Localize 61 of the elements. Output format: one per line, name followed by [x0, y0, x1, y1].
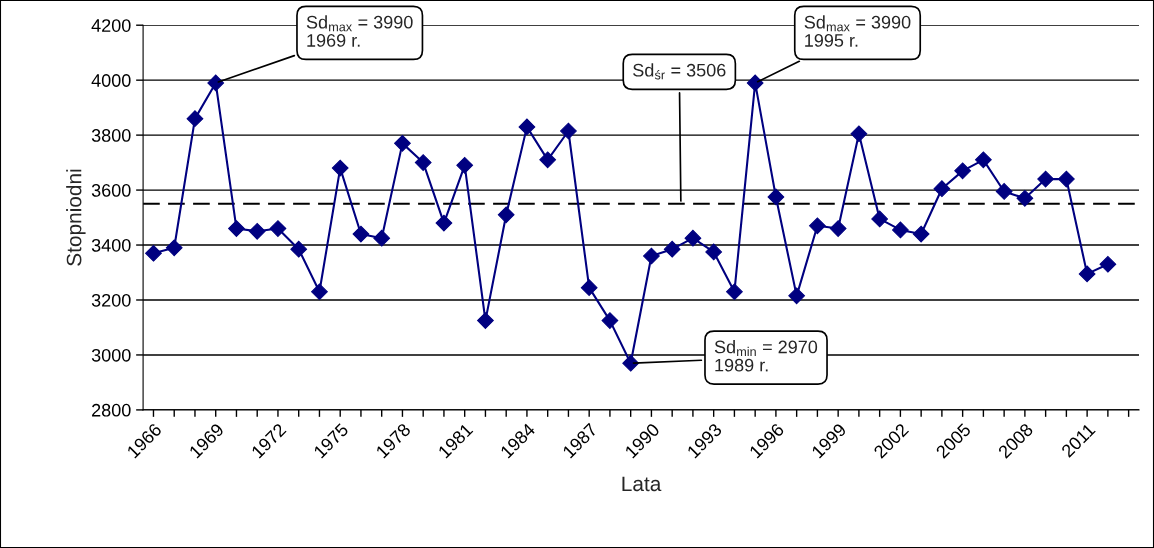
annotation: Sd$_{max}$ = 3990 1969 r. — [306, 15, 413, 47]
point — [186, 110, 204, 128]
point — [850, 125, 868, 143]
point — [456, 156, 474, 174]
point — [228, 220, 245, 237]
point — [497, 206, 515, 224]
point — [290, 240, 308, 258]
point — [311, 283, 328, 301]
point — [165, 239, 183, 257]
point — [373, 229, 391, 247]
point — [580, 279, 598, 296]
y-axis-title: Stopniodni — [66, 169, 86, 266]
point — [1078, 265, 1096, 283]
point — [663, 240, 681, 258]
point — [912, 225, 930, 243]
point — [1099, 255, 1117, 273]
point — [269, 220, 287, 237]
point — [746, 74, 764, 92]
point — [726, 283, 743, 301]
x-axis-title: Lata — [622, 476, 662, 492]
y-tick-label: 3000 — [91, 348, 131, 362]
point — [477, 312, 494, 329]
point — [414, 154, 432, 171]
point — [643, 247, 660, 265]
point — [1016, 189, 1034, 207]
point — [207, 74, 225, 92]
point — [1058, 170, 1075, 188]
point — [809, 217, 826, 235]
point — [975, 151, 992, 169]
y-tick-label: 2800 — [92, 403, 131, 417]
y-tick-label: 3400 — [91, 238, 131, 252]
annotation: Sd$_{min}$ = 2970 1989 r. — [714, 340, 818, 372]
point — [518, 118, 536, 136]
point — [995, 183, 1013, 200]
y-tick-label: 4000 — [91, 74, 131, 87]
point — [560, 122, 577, 140]
point — [331, 159, 349, 177]
point — [435, 214, 453, 232]
point — [705, 243, 723, 261]
point — [145, 244, 162, 262]
annotation: Sd$_{śr}$ = 3506 — [633, 63, 726, 80]
y-tick-label: 3800 — [91, 129, 131, 142]
point — [871, 210, 889, 228]
point — [352, 225, 370, 243]
point — [622, 354, 640, 372]
point — [539, 151, 557, 169]
annotation: Sd$_{max}$ = 3990 1995 r. — [804, 15, 911, 47]
y-tick-label: 4200 — [91, 19, 131, 32]
point — [394, 134, 411, 152]
point — [829, 220, 847, 237]
y-tick-label: 3200 — [91, 293, 131, 307]
point — [954, 162, 972, 180]
point — [767, 188, 785, 206]
point — [601, 312, 619, 329]
point — [248, 222, 266, 240]
y-tick-label: 3600 — [91, 184, 131, 197]
point — [684, 229, 702, 247]
point — [1037, 170, 1055, 188]
point — [933, 180, 951, 198]
point — [892, 221, 909, 239]
point — [788, 287, 806, 305]
